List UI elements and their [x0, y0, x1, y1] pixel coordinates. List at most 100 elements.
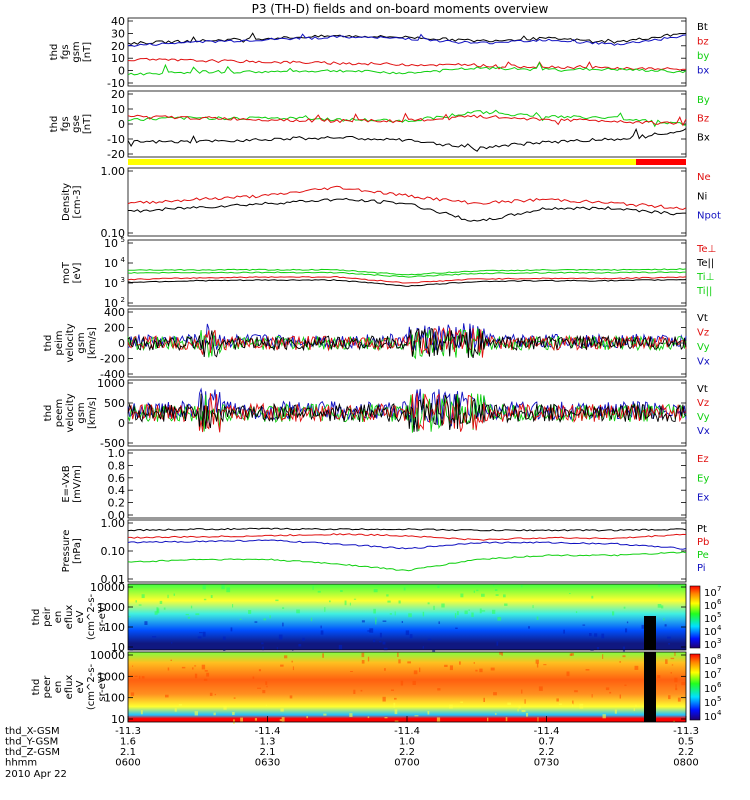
spectrogram-speckle — [536, 616, 539, 620]
y-axis-label: eflux — [64, 605, 75, 630]
spectrogram-speckle — [422, 646, 424, 649]
spectrogram-speckle — [379, 641, 382, 643]
x-row-value: 0.7 — [539, 737, 555, 748]
spectrogram-speckle — [505, 717, 508, 722]
spectrogram-speckle — [360, 689, 363, 692]
spectrogram-speckle — [254, 621, 258, 623]
spectrogram-speckle — [138, 675, 141, 679]
spectrogram-speckle — [437, 688, 441, 691]
panel-peem_vel: 1000 500 0 -500 thd peem velocity gsm [km/s] Vt Vz… — [43, 377, 710, 450]
spectrogram-speckle — [437, 585, 440, 588]
legend-entry: Vt — [697, 313, 708, 324]
spectrogram-speckle — [280, 664, 284, 667]
spectrogram-speckle — [213, 712, 216, 716]
spectrogram-speckle — [144, 621, 148, 625]
spectrogram-speckle — [558, 703, 562, 705]
spectrogram-speckle — [471, 612, 474, 617]
spectrogram-speckle — [670, 657, 675, 660]
spectrogram-speckle — [524, 699, 526, 704]
spectrogram-speckle — [681, 681, 686, 686]
spectrogram-speckle — [276, 647, 278, 650]
spectrogram-speckle — [350, 671, 353, 672]
y-tick-label: 10 — [104, 277, 118, 290]
y-axis-label: [km/s] — [87, 327, 98, 359]
legend-entry: Te|| — [696, 258, 714, 269]
spectrogram-speckle — [138, 604, 142, 606]
spectrogram-speckle — [495, 594, 499, 596]
spectrogram-speckle — [379, 632, 382, 638]
y-axis-label: peir — [42, 606, 53, 626]
spectrogram-speckle — [612, 611, 615, 616]
spectrogram-speckle — [622, 655, 626, 658]
legend-entry: bz — [697, 37, 709, 48]
spectrogram-speckle — [383, 647, 388, 651]
spectrogram-speckle — [281, 717, 285, 722]
panel-efield: 1.00.80.60.40.20.0 E=-VxB [mV/m] Ez Ey Ex — [61, 447, 709, 522]
y-tick-label: 0.10 — [101, 227, 126, 240]
spectrogram-speckle — [677, 697, 681, 702]
spectrogram-speckle — [668, 643, 670, 645]
spectrogram-speckle — [657, 675, 661, 679]
spectrogram-speckle — [384, 717, 388, 719]
spectrogram-speckle — [503, 594, 506, 598]
spectrogram-speckle — [427, 602, 430, 605]
spectrogram-speckle — [382, 641, 386, 645]
spectrogram-speckle — [375, 617, 377, 622]
y-tick-exp: 2 — [121, 296, 125, 304]
colorbar-label: 10 — [704, 670, 717, 681]
spectrogram-speckle — [479, 608, 482, 614]
spectrogram-speckle — [394, 611, 396, 616]
colorbar-exp: 5 — [717, 611, 721, 619]
x-row-value: 0730 — [534, 758, 559, 769]
spectrogram-speckle — [134, 675, 138, 677]
legend-entry: Pi — [697, 563, 706, 574]
spectrogram-speckle — [441, 603, 445, 608]
y-axis-label: peem — [54, 399, 65, 427]
spectrogram-speckle — [449, 704, 453, 709]
panel-density: 1.00 0.10 Density [cm-3] Ne Ni Npot — [61, 165, 721, 240]
spectrogram-speckle — [373, 608, 376, 614]
spectrogram-speckle — [398, 600, 401, 604]
y-axis-label: gsm — [76, 402, 87, 423]
spectrogram-speckle — [262, 646, 264, 651]
y-tick-label: 0.01 — [101, 573, 126, 586]
x-row-label: thd_Y-GSM — [5, 737, 58, 748]
spectrogram-speckle — [667, 636, 671, 639]
colorbar — [689, 585, 701, 649]
spectrogram-speckle — [614, 709, 617, 714]
spectrogram-speckle — [302, 637, 305, 641]
y-tick-label: 0 — [118, 417, 125, 430]
spectrogram-speckle — [141, 594, 145, 598]
y-axis-label: thd — [49, 116, 60, 133]
legend-entry: Vt — [697, 384, 708, 395]
y-tick-exp: 4 — [121, 256, 126, 264]
spectrogram-speckle — [398, 659, 401, 664]
series-line-Ni — [128, 197, 686, 222]
spectrogram-speckle — [187, 616, 191, 619]
spectrogram-speckle — [181, 666, 186, 669]
y-tick-label: 10 — [104, 297, 118, 310]
spectrogram-speckle — [353, 598, 357, 600]
y-axis-label: eflux — [64, 675, 75, 700]
spectrogram-speckle — [284, 655, 288, 659]
y-axis-label: [km/s] — [87, 397, 98, 429]
colorbar — [689, 653, 701, 721]
spectrogram-speckle — [464, 610, 468, 615]
series-line-bz — [127, 57, 687, 71]
spectrogram-speckle — [248, 610, 252, 614]
spectrogram-speckle — [563, 629, 565, 634]
y-tick-exp: 5 — [121, 236, 125, 244]
y-axis-label: (cm^2-s- — [86, 593, 97, 640]
colorbar-exp: 4 — [717, 709, 722, 717]
spectrogram-speckle — [624, 684, 627, 686]
y-tick-label: 10000 — [90, 649, 125, 662]
spectrogram-speckle — [609, 691, 612, 694]
x-row-label: thd_X-GSM — [5, 726, 60, 737]
spectrogram-speckle — [306, 716, 308, 719]
y-axis-label: sr-eV) — [97, 602, 108, 631]
y-axis-label: [cm-3] — [72, 185, 83, 218]
legend-entry: By — [697, 95, 710, 106]
spectrogram-speckle — [222, 636, 226, 640]
legend-entry: Ti|| — [696, 286, 712, 297]
